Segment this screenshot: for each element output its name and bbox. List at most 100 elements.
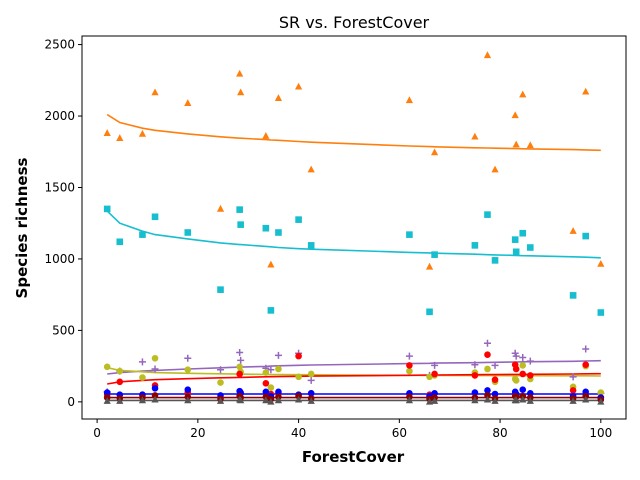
series-1-point [184,229,192,236]
series-0-point [184,99,192,106]
series-1-point [519,229,527,237]
series-2-point [519,354,527,362]
series-2-point [151,365,159,373]
series-2-point [307,376,315,384]
series-7-point [237,396,245,404]
series-5-point [484,387,491,394]
series-7-point [138,396,147,404]
series-0-point [483,51,492,59]
series-4-point [582,361,590,368]
series-0-point [236,69,244,77]
series-5-point [307,389,315,397]
x-tick-label: 100 [589,426,612,440]
series-3-point [267,384,275,391]
series-2-point [512,352,520,360]
x-tick-label: 40 [291,426,306,440]
y-tick-label: 1000 [44,252,75,266]
series-3-point [151,354,159,362]
series-1-point [526,244,534,251]
series-3-point [262,369,270,376]
series-3-point [519,362,527,369]
series-0-point [237,88,245,96]
series-1-point [484,211,491,218]
series-3-point [295,373,302,381]
series-1-point [116,238,124,246]
fit-lines [106,113,601,402]
series-4-point [236,370,243,378]
series-0-point [405,96,414,104]
series-4-point [512,365,520,373]
series-0-point [425,262,434,270]
series-2-point [405,352,413,360]
series-1-point [267,307,275,314]
series-1-point [139,231,146,238]
x-axis-label: ForestCover [302,448,405,466]
series-7-point [307,397,315,404]
series-7-point [491,397,499,404]
series-7-point [519,395,527,403]
series-1-point [512,248,520,256]
series-0-point [274,94,283,101]
series-1-point [471,242,479,249]
series-4-point [431,370,438,378]
series-7-point [103,397,111,404]
series-2-point [138,358,146,366]
series-3-point [484,365,491,373]
series-2-point [569,373,577,381]
x-tick-label: 60 [392,426,407,440]
series-1-point [582,232,590,240]
chart-title: SR vs. ForestCover [279,13,430,32]
series-7-point [274,396,283,404]
series-1-point [295,216,302,223]
x-tick-label: 80 [492,426,507,440]
series-1-point [275,229,282,236]
series-1-point [236,206,243,213]
series-1-point [491,257,499,264]
series-2-point [267,366,275,374]
series-7-point [582,395,590,403]
series-7-point [569,397,577,404]
x-tick-label: 20 [190,426,205,440]
series-4-point [406,362,413,369]
series-0-point [294,82,303,90]
series-5-point [262,388,270,396]
series-2-point [217,366,225,374]
series-4-point [295,352,302,360]
series-0-point [582,87,590,95]
series-2-point [237,356,245,364]
series-4-point [526,372,534,379]
series-0-point [471,132,479,140]
series-7-point [267,397,275,405]
y-tick-label: 1500 [44,180,75,194]
series-0-fit-line [106,113,601,152]
series-4-point [519,370,527,378]
series-3-point [139,374,146,381]
series-7-point [405,396,414,404]
series-2-point [236,349,244,357]
series-4-point [116,378,124,386]
series-7-point [294,395,303,403]
series-5-point [103,389,111,396]
series-3-point [184,366,192,373]
series-7-point [430,397,439,404]
series-0-point [519,90,527,98]
series-3-point [236,363,243,371]
series-3-point [116,367,124,375]
series-7-point [471,396,479,404]
x-axis-ticks: 0 20 40 60 80 100 [93,419,612,440]
series-0-point [597,259,605,267]
plot-frame [81,35,627,420]
series-1-point [103,205,111,213]
series-2-point [471,361,479,369]
y-axis-ticks: 0 500 1000 1500 2000 2500 [44,38,82,409]
series-1-point [569,292,577,299]
series-1-fit-line [106,210,601,259]
y-tick-label: 0 [67,395,75,409]
series-7-point [512,396,520,404]
series-7-point [151,395,159,403]
series-3-point [103,363,111,371]
series-5-point [519,386,527,394]
series-2-fit-line [107,359,601,375]
series-4-point [491,376,499,383]
data-points [103,51,605,405]
